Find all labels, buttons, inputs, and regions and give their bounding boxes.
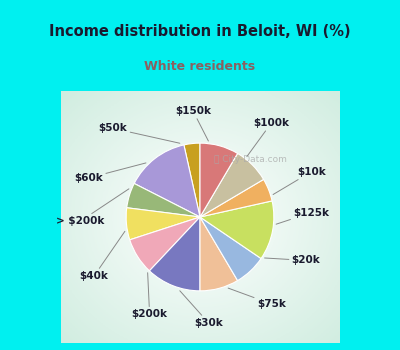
- Wedge shape: [200, 217, 261, 281]
- Text: $60k: $60k: [74, 163, 146, 183]
- Text: $30k: $30k: [180, 291, 223, 328]
- Text: $10k: $10k: [273, 167, 326, 195]
- Text: White residents: White residents: [144, 60, 256, 73]
- Wedge shape: [200, 180, 272, 217]
- Wedge shape: [184, 143, 200, 217]
- Wedge shape: [200, 201, 274, 259]
- Text: $125k: $125k: [276, 208, 329, 224]
- Text: > $200k: > $200k: [56, 189, 129, 226]
- Text: $40k: $40k: [80, 231, 125, 281]
- Wedge shape: [130, 217, 200, 271]
- Text: ⓘ City-Data.com: ⓘ City-Data.com: [214, 155, 286, 163]
- Text: $100k: $100k: [247, 118, 289, 156]
- Text: Income distribution in Beloit, WI (%): Income distribution in Beloit, WI (%): [49, 24, 351, 39]
- Wedge shape: [200, 143, 238, 217]
- Text: $150k: $150k: [175, 106, 211, 141]
- Text: $75k: $75k: [228, 288, 286, 309]
- Wedge shape: [126, 208, 200, 240]
- Wedge shape: [134, 145, 200, 217]
- Wedge shape: [150, 217, 200, 291]
- Wedge shape: [200, 153, 264, 217]
- Text: $20k: $20k: [264, 256, 320, 265]
- Wedge shape: [127, 183, 200, 217]
- Text: $200k: $200k: [132, 273, 168, 319]
- Text: $50k: $50k: [99, 123, 180, 143]
- Wedge shape: [200, 217, 238, 291]
